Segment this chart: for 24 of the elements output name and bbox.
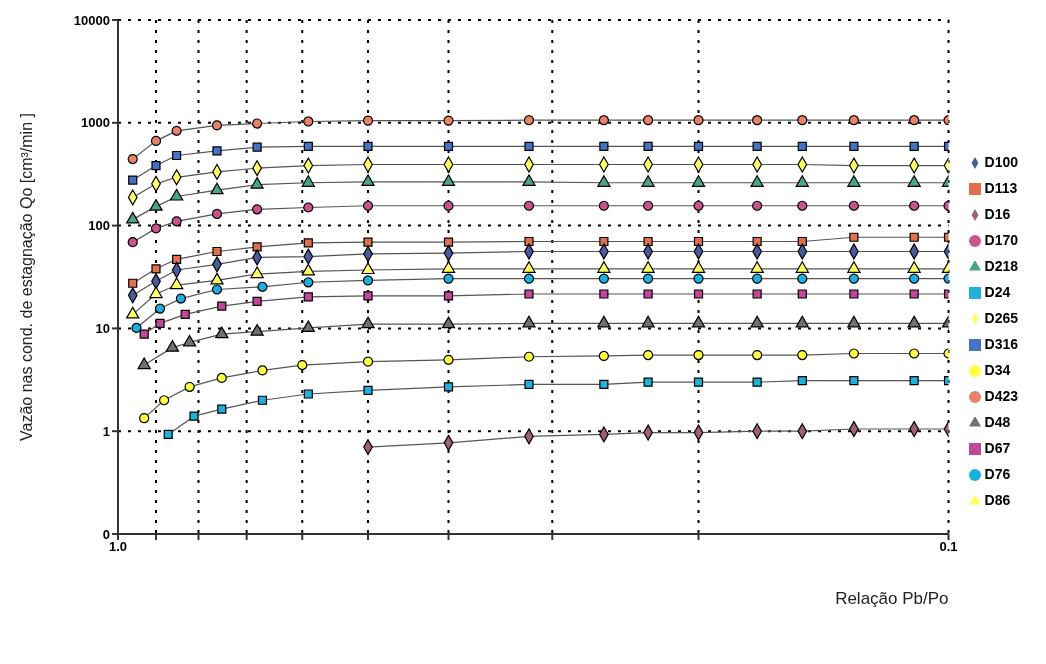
x-tick-label: 0.1 (939, 539, 958, 555)
y-tick-label: 10 (95, 321, 110, 337)
legend-label: D265 (984, 310, 1018, 326)
legend-label: D34 (984, 362, 1011, 378)
legend-label: D16 (984, 206, 1011, 222)
x-axis-title: Relação Pb/Po (835, 589, 949, 608)
legend-label: D113 (984, 180, 1018, 196)
y-tick-label: 1000 (81, 115, 110, 131)
legend-label: D24 (984, 284, 1011, 300)
legend-label: D48 (984, 414, 1011, 430)
legend-label: D86 (984, 492, 1011, 508)
y-tick-label: 0 (102, 526, 110, 542)
legend-label: D100 (984, 154, 1018, 170)
legend-label: D316 (984, 336, 1018, 352)
legend-label: D218 (984, 258, 1018, 274)
legend-label: D423 (984, 388, 1018, 404)
y-tick-label: 1 (102, 423, 110, 439)
y-tick-label: 100 (88, 218, 110, 234)
legend-label: D170 (984, 232, 1018, 248)
x-tick-label: 1.0 (108, 539, 128, 555)
legend-label: D76 (984, 466, 1011, 482)
y-tick-label: 10000 (73, 12, 110, 28)
legend-label: D67 (984, 440, 1011, 456)
y-axis-title: Vazão nas cond. de estagnação Qo [cm³/min ] (17, 113, 35, 441)
